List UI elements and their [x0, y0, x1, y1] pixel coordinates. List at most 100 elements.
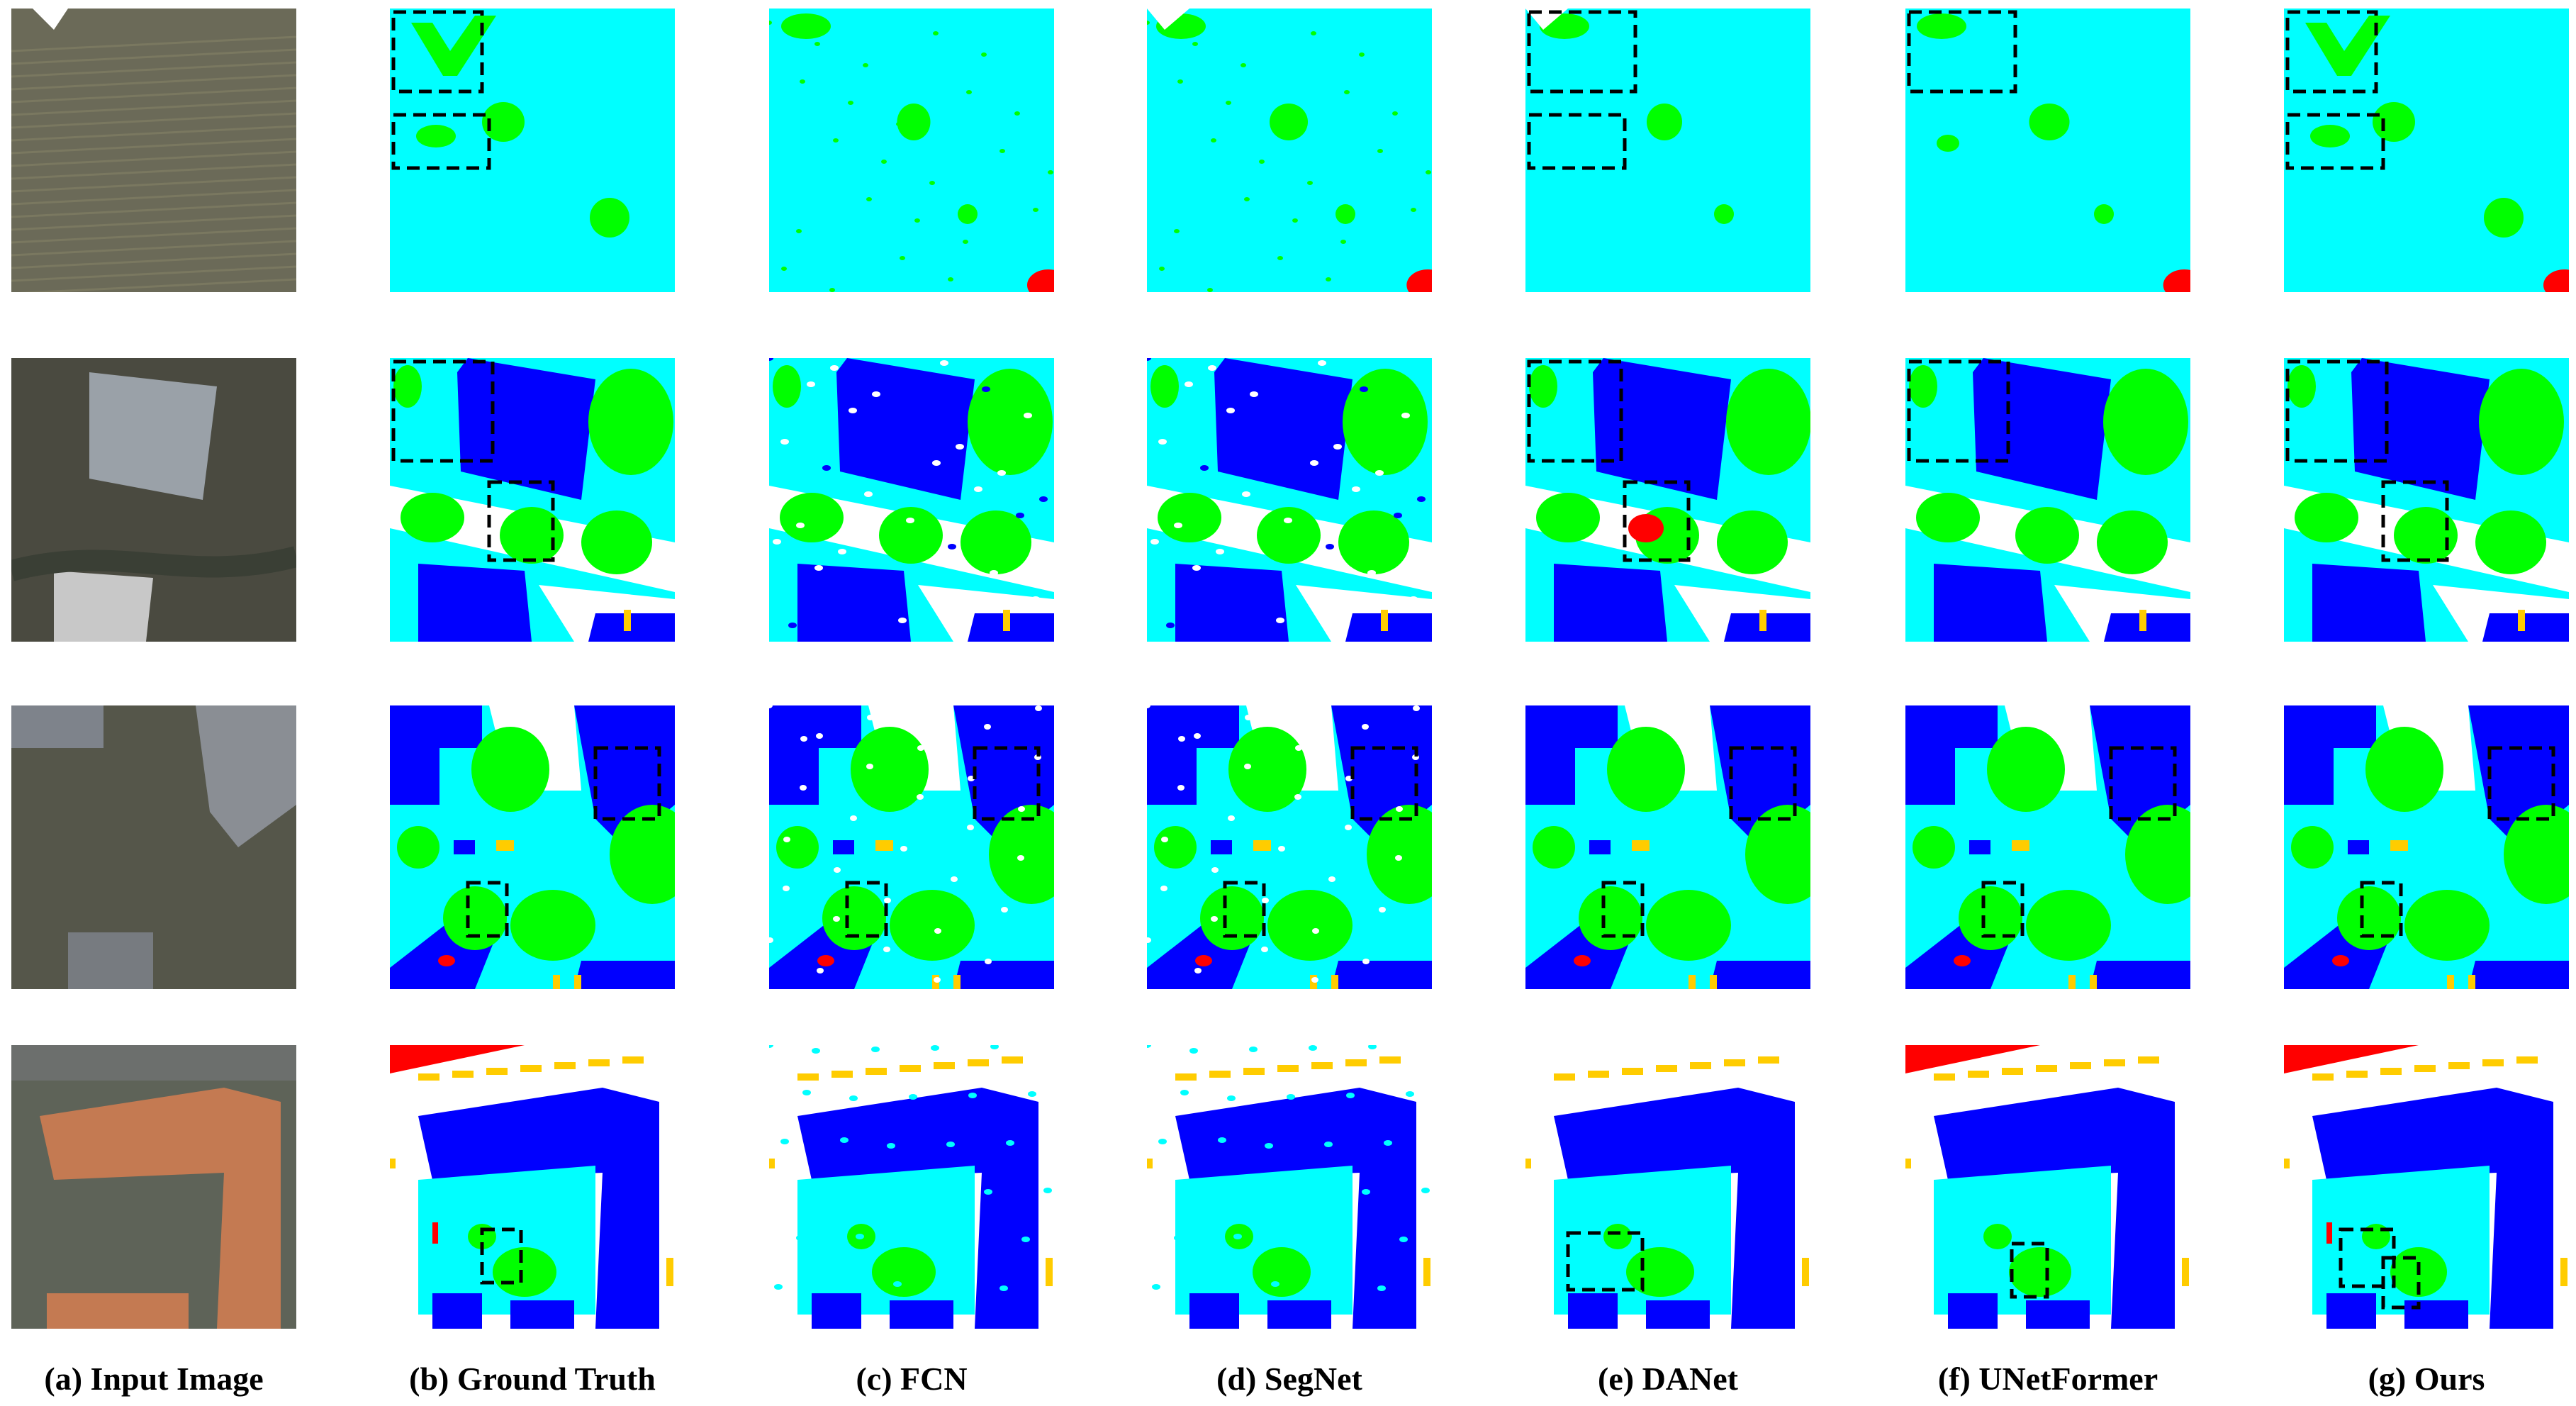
- unetformer-image: [1905, 1045, 2190, 1329]
- car-region: [2414, 1065, 2436, 1072]
- building-region: [769, 705, 861, 805]
- tree-region: [1159, 267, 1165, 271]
- noise-region: [887, 1143, 895, 1149]
- building-region: [454, 840, 475, 854]
- roof-shape: [68, 932, 153, 989]
- noise-region: [1180, 1090, 1189, 1095]
- tree-region: [2362, 1224, 2390, 1249]
- building-region: [588, 613, 675, 642]
- car-region: [1046, 1258, 1053, 1286]
- car-region: [553, 975, 560, 989]
- tree-region: [851, 727, 929, 812]
- building-region: [1710, 961, 1810, 989]
- segnet-row-3-panel: [1147, 705, 1432, 989]
- car-region: [1690, 1062, 1711, 1069]
- car-region: [1345, 1059, 1367, 1066]
- noise-region: [997, 470, 1006, 476]
- car-region: [1003, 610, 1010, 631]
- tree-region: [482, 102, 525, 142]
- tree-region: [2015, 507, 2079, 564]
- highlight-box: [2285, 113, 2385, 170]
- noise-region: [956, 444, 964, 450]
- tree-region: [2097, 510, 2168, 574]
- car-region: [2312, 1073, 2334, 1081]
- car-region: [2070, 1062, 2091, 1069]
- car-region: [953, 975, 961, 989]
- path-line: [18, 278, 296, 292]
- noise-region: [796, 1235, 805, 1241]
- car-region: [486, 1068, 508, 1075]
- building-region: [2326, 1293, 2376, 1329]
- roof-shape: [40, 1088, 281, 1329]
- noise-region: [780, 439, 789, 445]
- car-region: [831, 1071, 853, 1078]
- tree-region: [1335, 204, 1355, 224]
- tree-region: [781, 13, 831, 39]
- path-line: [11, 240, 296, 257]
- tree-region: [968, 369, 1053, 475]
- path-line: [11, 87, 296, 104]
- noise-region: [1395, 855, 1402, 861]
- danet-image: [1525, 1045, 1810, 1329]
- noise-region: [1318, 360, 1326, 366]
- noise-region: [1211, 916, 1218, 922]
- low-vegetation-region: [1147, 9, 1432, 292]
- building-region: [1593, 358, 1731, 500]
- car-region: [418, 1073, 439, 1081]
- unetformer-row-4-panel: [1905, 1045, 2190, 1329]
- noise-region: [866, 764, 873, 769]
- tree-region: [1200, 886, 1264, 950]
- noise-region: [1311, 977, 1318, 983]
- tree-region: [2287, 365, 2316, 408]
- noise-region: [1326, 544, 1334, 549]
- noise-region: [1006, 1140, 1014, 1146]
- building-region: [1175, 1088, 1416, 1329]
- noise-region: [807, 381, 815, 387]
- noise-region: [1218, 1137, 1226, 1143]
- highlight-box: [1527, 359, 1623, 463]
- car-region: [574, 975, 581, 989]
- noise-region: [967, 825, 974, 830]
- tree-region: [1367, 805, 1432, 904]
- noise-region: [1377, 1285, 1386, 1291]
- highlight-box: [2010, 1242, 2049, 1299]
- clutter-region: [1406, 269, 1432, 292]
- building-region: [1646, 1300, 1710, 1329]
- noise-region: [1147, 358, 1151, 361]
- building-region: [1267, 1300, 1331, 1329]
- noise-region: [849, 1095, 858, 1101]
- tree-region: [1909, 365, 1937, 408]
- path-line: [11, 252, 296, 269]
- building-region: [1331, 961, 1432, 989]
- car-region: [2518, 610, 2525, 631]
- highlight-box: [1223, 881, 1266, 938]
- tree-region: [948, 277, 953, 281]
- tree-region: [879, 507, 943, 564]
- car-region: [2036, 1065, 2057, 1072]
- building-region: [812, 1293, 861, 1329]
- ours-row-3-panel: [2284, 705, 2569, 989]
- noise-region: [1375, 470, 1384, 476]
- noise-region: [1001, 907, 1008, 913]
- car-region: [1175, 1073, 1197, 1081]
- noise-region: [1367, 570, 1376, 576]
- tree-region: [1192, 42, 1198, 46]
- noise-region: [1208, 365, 1216, 371]
- tree-region: [510, 890, 595, 961]
- tree-region: [1014, 111, 1020, 116]
- building-region: [1211, 840, 1232, 854]
- noise-region: [1362, 959, 1370, 964]
- tree-region: [1607, 727, 1685, 812]
- tree-region: [397, 826, 439, 869]
- tree-region: [780, 493, 844, 542]
- highlight-box: [2487, 746, 2555, 821]
- fcn-row-3-panel: [769, 705, 1054, 989]
- noise-region: [1242, 491, 1250, 497]
- car-region: [2380, 1068, 2402, 1075]
- tree-region: [958, 204, 978, 224]
- building-region: [1969, 840, 1990, 854]
- car-region: [666, 1258, 673, 1286]
- noise-region: [1147, 705, 1150, 708]
- caption-input: (a) Input Image: [44, 1361, 264, 1397]
- clutter-region: [2326, 1222, 2332, 1244]
